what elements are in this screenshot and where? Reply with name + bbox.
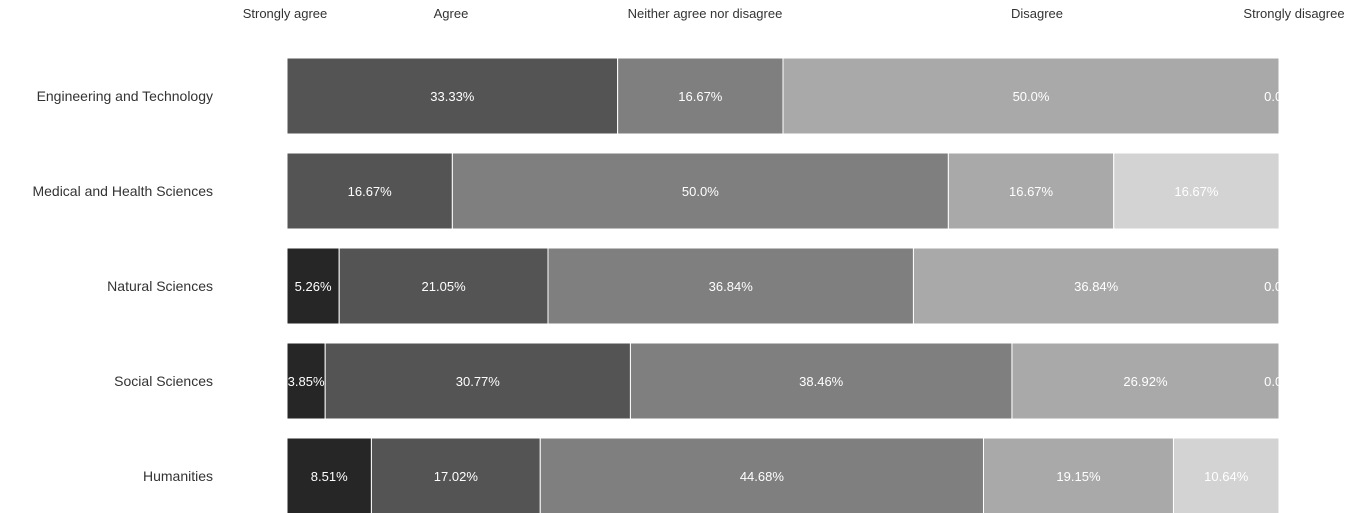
data-label-humanities-strongly-agree: 8.51%: [311, 469, 348, 484]
legend-entry-strongly-agree: Strongly agree: [243, 6, 328, 21]
data-label-natural-sciences-agree: 21.05%: [422, 279, 467, 294]
data-label-humanities-strongly-disagree: 10.64%: [1204, 469, 1249, 484]
bar-segment-medical-and-health-sciences-strongly-disagree: [1113, 152, 1279, 230]
data-label-engineering-and-technology-disagree: 50.0%: [1013, 89, 1050, 104]
data-label-humanities-disagree: 19.15%: [1056, 469, 1101, 484]
data-label-social-sciences-strongly-disagree: 0.0%: [1264, 374, 1294, 389]
bar-segment-humanities-disagree: [982, 437, 1174, 513]
data-label-natural-sciences-strongly-agree: 5.26%: [295, 279, 332, 294]
bar-segment-natural-sciences-strongly-agree: [287, 247, 340, 325]
data-label-engineering-and-technology-neither-agree-nor-disagree: 16.67%: [678, 89, 723, 104]
bar-segment-natural-sciences-disagree: [912, 247, 1279, 325]
data-label-social-sciences-strongly-agree: 3.85%: [288, 374, 325, 389]
data-label-engineering-and-technology-agree: 33.33%: [430, 89, 475, 104]
data-label-natural-sciences-disagree: 36.84%: [1074, 279, 1119, 294]
data-label-natural-sciences-neither-agree-nor-disagree: 36.84%: [709, 279, 754, 294]
legend-entry-strongly-disagree: Strongly disagree: [1243, 6, 1344, 21]
bar-segment-social-sciences-neither-agree-nor-disagree: [629, 342, 1013, 420]
bar-segment-medical-and-health-sciences-disagree: [947, 152, 1115, 230]
bar-segment-medical-and-health-sciences-agree: [287, 152, 453, 230]
category-label-medical-and-health-sciences: Medical and Health Sciences: [32, 183, 213, 199]
data-label-engineering-and-technology-strongly-disagree: 0.0%: [1264, 89, 1294, 104]
data-label-humanities-agree: 17.02%: [434, 469, 479, 484]
data-label-social-sciences-disagree: 26.92%: [1123, 374, 1168, 389]
bar-segment-humanities-strongly-disagree: [1172, 437, 1279, 513]
y-axis-labels: Engineering and Technology Medical and He…: [32, 88, 213, 484]
bar-segment-social-sciences-strongly-agree: [287, 342, 326, 420]
bar-segment-natural-sciences-agree: [338, 247, 549, 325]
legend-entry-agree: Agree: [434, 6, 469, 21]
data-label-medical-and-health-sciences-neither-agree-nor-disagree: 50.0%: [682, 184, 719, 199]
category-label-natural-sciences: Natural Sciences: [107, 278, 213, 294]
legend: Strongly agree Agree Neither agree nor dis…: [243, 6, 1345, 21]
bar-segment-engineering-and-technology-neither-agree-nor-disagree: [617, 57, 784, 135]
bar-segment-engineering-and-technology-agree: [287, 57, 619, 135]
category-label-engineering-and-technology: Engineering and Technology: [37, 88, 213, 104]
plot-area: 0.0% 33.33% 16.67% 50.0% 0.0% 0.0% 16.67% 50.0%…: [287, 57, 1294, 513]
legend-entry-neither-agree-nor-disagree: Neither agree nor disagree: [628, 6, 783, 21]
bar-segment-medical-and-health-sciences-neither-agree-nor-disagree: [451, 152, 949, 230]
legend-entry-disagree: Disagree: [1011, 6, 1063, 21]
category-label-social-sciences: Social Sciences: [114, 373, 213, 389]
bar-segment-humanities-neither-agree-nor-disagree: [539, 437, 984, 513]
data-label-humanities-neither-agree-nor-disagree: 44.68%: [740, 469, 785, 484]
data-label-medical-and-health-sciences-agree: 16.67%: [348, 184, 393, 199]
bar-segment-natural-sciences-neither-agree-nor-disagree: [547, 247, 914, 325]
data-label-medical-and-health-sciences-disagree: 16.67%: [1009, 184, 1054, 199]
bar-segment-engineering-and-technology-disagree: [782, 57, 1279, 135]
data-label-natural-sciences-strongly-disagree: 0.0%: [1264, 279, 1294, 294]
data-label-medical-and-health-sciences-strongly-disagree: 16.67%: [1174, 184, 1219, 199]
data-label-social-sciences-agree: 30.77%: [456, 374, 501, 389]
bar-segment-humanities-agree: [370, 437, 541, 513]
category-label-humanities: Humanities: [143, 468, 213, 484]
bar-segment-social-sciences-agree: [324, 342, 631, 420]
data-label-social-sciences-neither-agree-nor-disagree: 38.46%: [799, 374, 844, 389]
bar-segment-social-sciences-disagree: [1011, 342, 1279, 420]
